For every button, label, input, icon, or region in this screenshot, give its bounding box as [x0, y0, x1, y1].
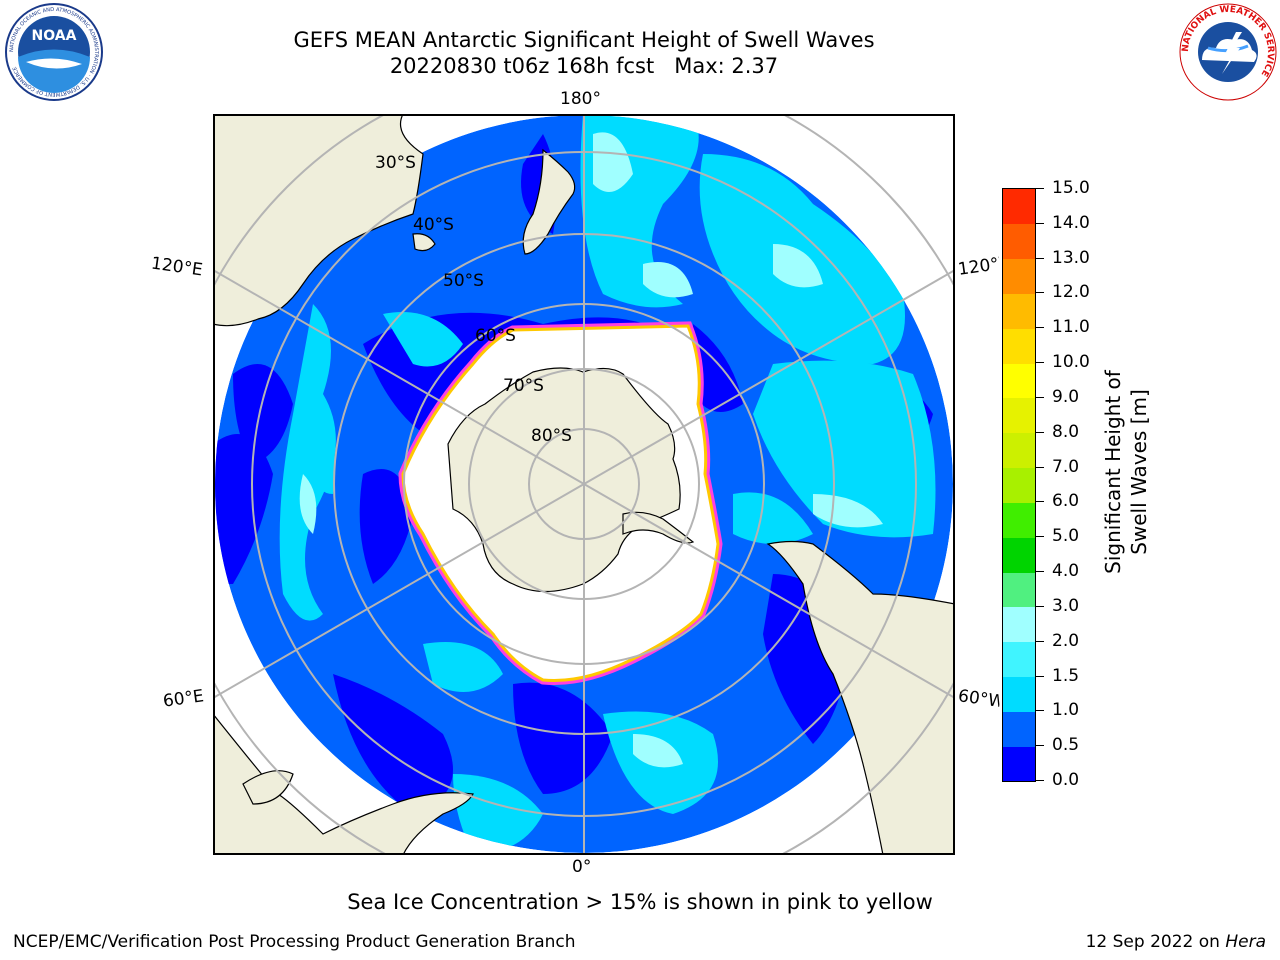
lon-label-180: 180° [560, 89, 601, 109]
swell-mid-patches [279, 115, 936, 853]
colorbar-tick-label: 14.0 [1052, 212, 1090, 233]
colorbar-tick-label: 6.0 [1052, 491, 1080, 512]
colorbar-tick-label: 13.0 [1052, 247, 1090, 268]
colorbar-tick [1036, 640, 1044, 642]
lat-label-80s: 80°S [531, 426, 572, 446]
south-america-land [766, 540, 955, 855]
colorbar-segment [1003, 641, 1035, 678]
colorbar-tick-label: 8.0 [1052, 421, 1080, 442]
colorbar-tick [1036, 710, 1044, 712]
colorbar-segment [1003, 467, 1035, 503]
colorbar-segment [1003, 606, 1035, 643]
swell-high-patches [299, 132, 883, 768]
chart-subtitle: 20220830 t06z 168h fcst Max: 2.37 [389, 54, 779, 78]
colorbar-segment [1003, 363, 1035, 399]
lon-label-60w: 60°W [956, 686, 1002, 712]
australia-land [213, 114, 424, 327]
colorbar-tick [1036, 571, 1044, 573]
colorbar-tick-label: 0.0 [1052, 770, 1080, 790]
colorbar-tick [1036, 327, 1044, 329]
chart-title: GEFS MEAN Antarctic Significant Height o… [293, 28, 875, 52]
colorbar-tick [1036, 222, 1044, 224]
colorbar-tick-label: 1.0 [1052, 700, 1080, 721]
lon-label-60e: 60°E [161, 686, 206, 712]
colorbar-tick-label: 10.0 [1052, 352, 1090, 373]
lon-label-120w: 120°W [956, 254, 1002, 280]
colorbar-tick [1036, 292, 1044, 294]
colorbar-tick-label: 0.5 [1052, 735, 1080, 756]
lat-label-40s: 40°S [413, 215, 454, 235]
colorbar-segment [1003, 711, 1035, 747]
colorbar-tick-label: 4.0 [1052, 561, 1080, 582]
colorbar-tick [1036, 257, 1044, 259]
tasmania-land [412, 233, 436, 252]
footer-date: 12 Sep 2022 on Hera [1086, 932, 1266, 952]
antarctica-land [447, 367, 681, 593]
noaa-logo-icon: NOAA NATIONAL OCEANIC AND ATMOSPHERIC AD… [5, 3, 103, 101]
colorbar-segment [1003, 572, 1035, 608]
colorbar-segment [1003, 328, 1035, 364]
colorbar-segment [1003, 432, 1035, 469]
colorbar-segment [1003, 676, 1035, 712]
colorbar-segment [1003, 293, 1035, 329]
footer-host: Hera [1225, 932, 1266, 952]
polar-map: 30°S 40°S 50°S 60°S 70°S 80°S [213, 114, 955, 855]
lon-label-120e: 120°E [149, 253, 204, 281]
colorbar-tick [1036, 675, 1044, 677]
colorbar-tick-label: 12.0 [1052, 282, 1090, 303]
colorbar-segment [1003, 502, 1035, 538]
madagascar-land [242, 770, 294, 805]
colorbar-tick [1036, 188, 1044, 189]
lon-label-0: 0° [572, 857, 592, 877]
colorbar-tick-label: 3.0 [1052, 595, 1080, 616]
colorbar-tick-label: 2.0 [1052, 630, 1080, 651]
nws-logo-icon: NATIONAL WEATHER SERVICE [1179, 3, 1277, 101]
colorbar-tick [1036, 536, 1044, 538]
colorbar-segment [1003, 537, 1035, 573]
colorbar-tick [1036, 745, 1044, 747]
colorbar-tick [1036, 396, 1044, 398]
colorbar-tick [1036, 501, 1044, 503]
footer-credit: NCEP/EMC/Verification Post Processing Pr… [13, 932, 576, 952]
colorbar-tick-label: 9.0 [1052, 386, 1080, 407]
lat-label-60s: 60°S [475, 326, 516, 346]
colorbar-tick-label: 15.0 [1052, 178, 1090, 198]
colorbar-tick [1036, 780, 1044, 781]
sea-ice-note: Sea Ice Concentration > 15% is shown in … [347, 890, 933, 914]
colorbar-tick [1036, 605, 1044, 607]
colorbar-segment [1003, 189, 1035, 225]
colorbar-segment [1003, 223, 1035, 260]
colorbar-tick-label: 5.0 [1052, 526, 1080, 547]
colorbar-tick-label: 1.5 [1052, 665, 1080, 686]
colorbar-segment [1003, 258, 1035, 294]
new-zealand-land [522, 148, 576, 255]
colorbar-tick [1036, 466, 1044, 468]
meridians [213, 114, 955, 855]
lat-label-50s: 50°S [443, 271, 484, 291]
colorbar-title: Significant Height of Swell Waves [m] [1101, 370, 1151, 574]
colorbar-segment [1003, 397, 1035, 434]
colorbar-tick-label: 11.0 [1052, 317, 1090, 338]
map-border [213, 114, 955, 855]
colorbar-tick-label: 7.0 [1052, 456, 1080, 477]
colorbar-tick [1036, 362, 1044, 364]
lat-label-70s: 70°S [503, 376, 544, 396]
colorbar [1002, 188, 1036, 782]
noaa-logo-text: NOAA [32, 28, 77, 44]
colorbar-tick [1036, 431, 1044, 433]
footer-date-text: 12 Sep 2022 on [1085, 932, 1226, 952]
lat-label-30s: 30°S [375, 153, 416, 173]
colorbar-segment [1003, 746, 1035, 782]
